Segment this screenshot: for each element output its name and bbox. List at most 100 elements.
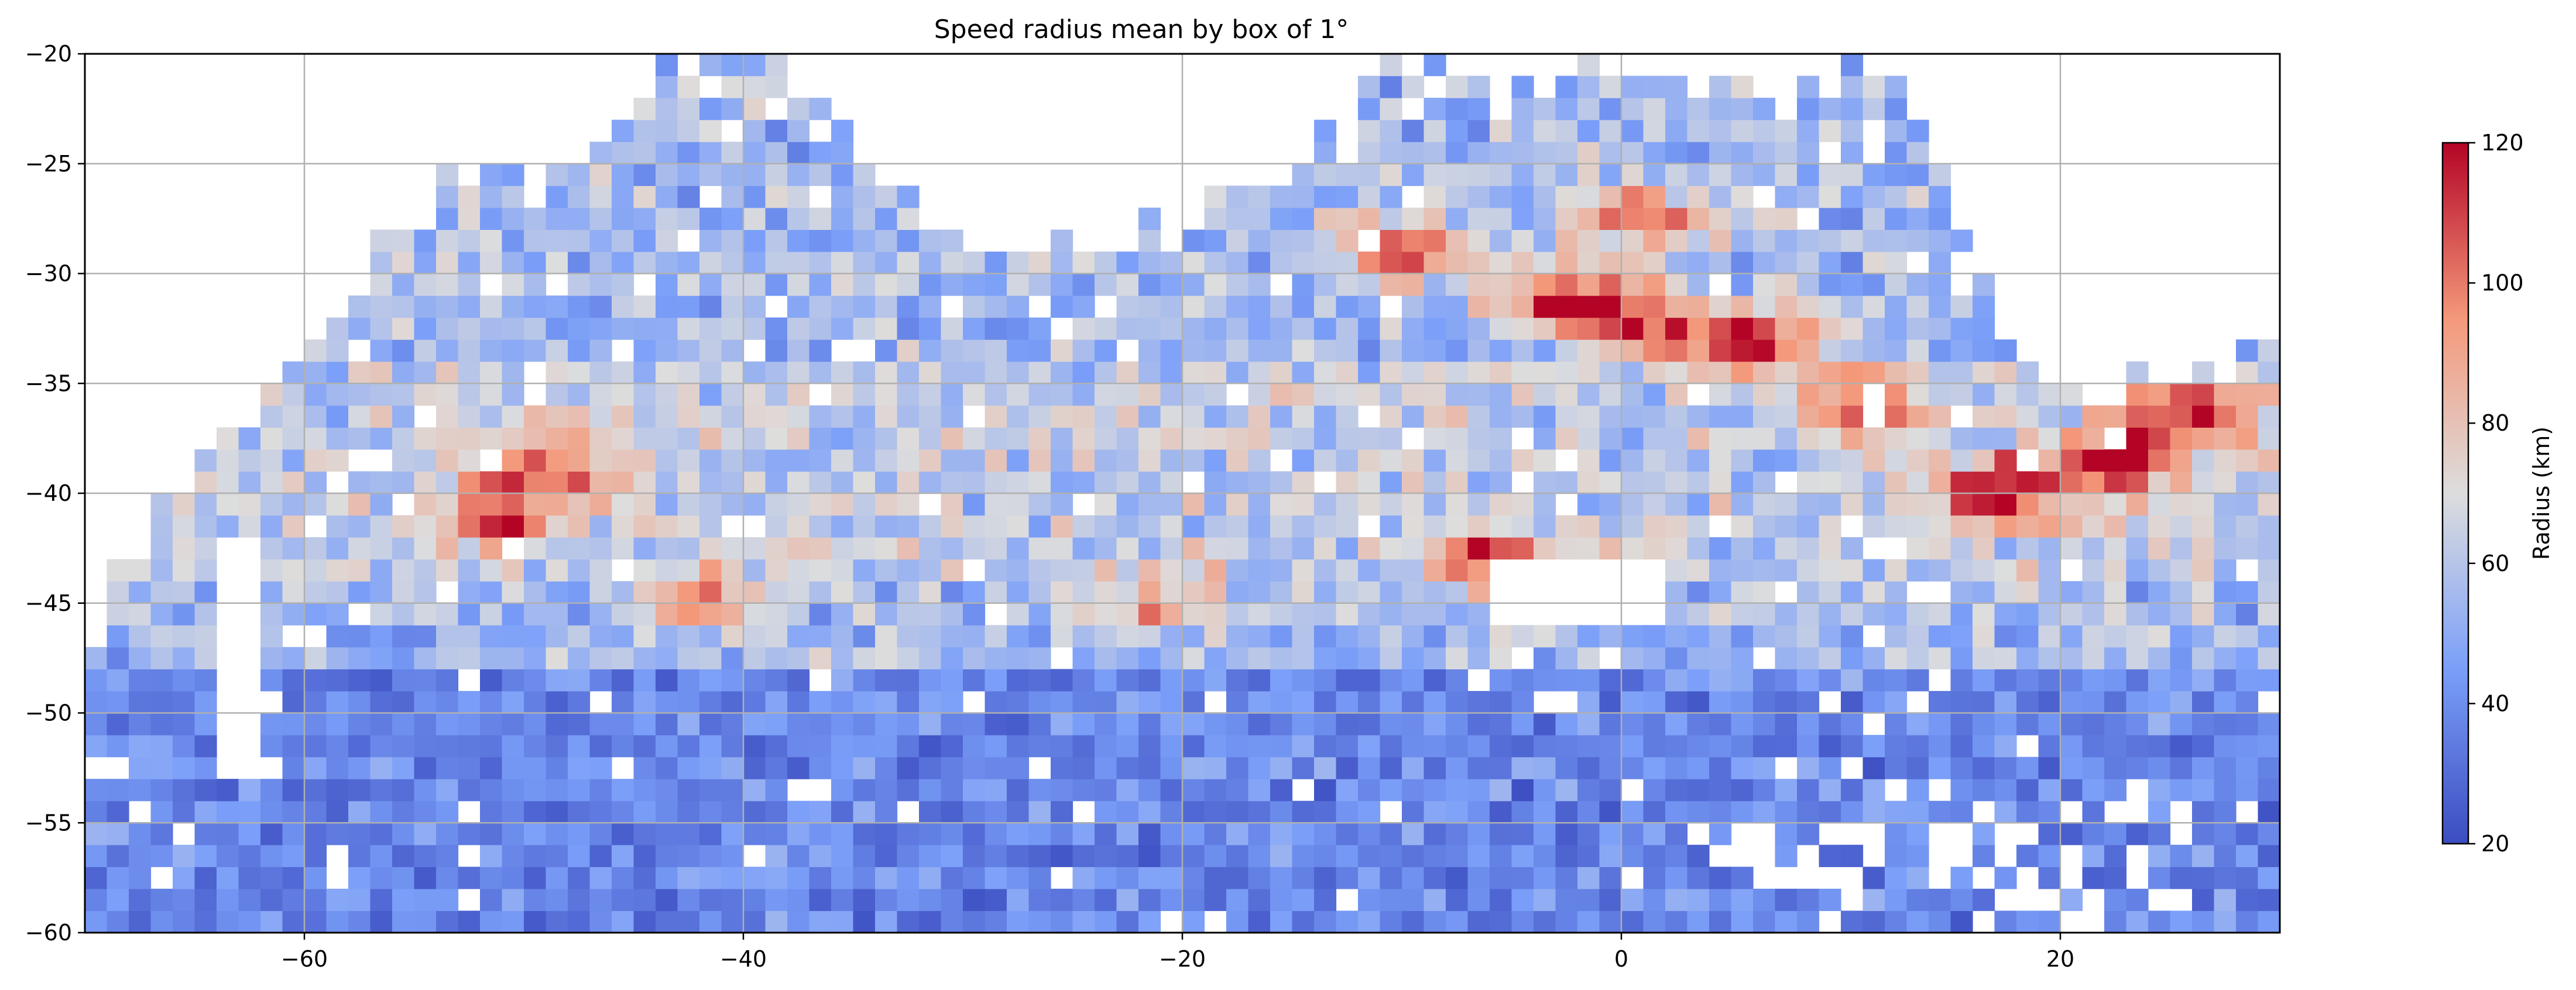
heatmap-cell	[721, 493, 744, 516]
heatmap-cell	[1182, 647, 1205, 669]
heatmap-cell	[1095, 735, 1117, 758]
heatmap-cell	[1621, 735, 1644, 758]
heatmap-cell	[568, 229, 591, 252]
heatmap-cell	[1358, 273, 1381, 296]
heatmap-cell	[1490, 844, 1512, 867]
heatmap-cell	[1819, 405, 1841, 428]
heatmap-cell	[1424, 888, 1446, 912]
heatmap-cell	[656, 317, 678, 340]
heatmap-cell	[699, 800, 722, 823]
heatmap-cell	[1775, 603, 1798, 625]
heatmap-cell	[721, 757, 744, 779]
heatmap-cell	[392, 603, 415, 625]
heatmap-cell	[941, 383, 963, 406]
heatmap-cell	[1665, 910, 1688, 933]
heatmap-cell	[1555, 119, 1578, 142]
heatmap-cell	[2016, 669, 2039, 692]
heatmap-cell	[2236, 690, 2259, 714]
heatmap-cell	[1138, 757, 1161, 779]
heatmap-cell	[1797, 800, 1820, 823]
heatmap-cell	[348, 888, 371, 912]
heatmap-cell	[2258, 493, 2280, 516]
heatmap-cell	[414, 515, 437, 538]
heatmap-cell	[1028, 361, 1051, 384]
heatmap-cell	[1292, 559, 1315, 582]
heatmap-cell	[743, 537, 766, 560]
heatmap-cell	[875, 361, 898, 384]
heatmap-cell	[897, 251, 920, 274]
heatmap-cell	[480, 690, 503, 714]
heatmap-cell	[326, 383, 349, 406]
heatmap-cell	[809, 207, 832, 230]
heatmap-cell	[941, 910, 963, 933]
heatmap-cell	[1007, 690, 1030, 714]
heatmap-cell	[853, 888, 876, 912]
heatmap-cell	[2214, 910, 2237, 933]
heatmap-cell	[2016, 800, 2039, 823]
colorbar-gradient	[2441, 142, 2469, 845]
heatmap-cell	[765, 427, 788, 450]
heatmap-cell	[1621, 844, 1644, 867]
heatmap-cell	[370, 844, 393, 867]
heatmap-cell	[1138, 273, 1161, 296]
heatmap-cell	[1095, 471, 1117, 494]
heatmap-cell	[1753, 361, 1776, 384]
heatmap-cell	[2038, 427, 2061, 450]
heatmap-cell	[1314, 383, 1337, 406]
heatmap-cell	[1490, 647, 1512, 669]
heatmap-cell	[524, 647, 547, 669]
heatmap-cell	[919, 317, 942, 340]
heatmap-cell	[1797, 690, 1820, 714]
heatmap-cell	[502, 493, 524, 516]
heatmap-cell	[1204, 361, 1227, 384]
heatmap-cell	[1643, 493, 1666, 516]
heatmap-cell	[633, 119, 656, 142]
heatmap-cell	[1402, 647, 1425, 669]
heatmap-cell	[392, 295, 415, 318]
heatmap-cell	[2214, 449, 2237, 472]
heatmap-cell	[392, 867, 415, 889]
heatmap-cell	[1687, 449, 1710, 472]
heatmap-cell	[1862, 427, 1885, 450]
heatmap-cell	[1775, 888, 1798, 912]
heatmap-cell	[1599, 163, 1622, 186]
heatmap-cell	[2060, 647, 2083, 669]
heatmap-cell	[765, 603, 788, 625]
heatmap-cell	[1292, 713, 1315, 735]
heatmap-cell	[656, 295, 678, 318]
heatmap-cell	[2258, 427, 2280, 450]
heatmap-cell	[787, 142, 810, 164]
heatmap-cell	[1665, 229, 1688, 252]
heatmap-cell	[1446, 75, 1469, 98]
heatmap-cell	[326, 669, 349, 692]
heatmap-cell	[612, 383, 634, 406]
heatmap-cell	[1577, 757, 1600, 779]
heatmap-cell	[941, 779, 963, 802]
heatmap-cell	[853, 581, 876, 604]
heatmap-cell	[1950, 735, 1973, 758]
heatmap-cell	[963, 251, 986, 274]
heatmap-cell	[633, 405, 656, 428]
heatmap-cell	[589, 229, 612, 252]
heatmap-cell	[85, 713, 108, 735]
heatmap-cell	[2104, 471, 2127, 494]
y-tick-label: −45	[25, 590, 72, 616]
heatmap-cell	[1687, 867, 1710, 889]
heatmap-cell	[1226, 405, 1249, 428]
heatmap-cell	[809, 757, 832, 779]
heatmap-cell	[1906, 669, 1929, 692]
heatmap-cell	[1116, 888, 1139, 912]
heatmap-cell	[612, 647, 634, 669]
heatmap-cell	[1402, 669, 1425, 692]
heatmap-cell	[1028, 405, 1051, 428]
heatmap-cell	[1490, 823, 1512, 845]
heatmap-cell	[1665, 295, 1688, 318]
heatmap-cell	[1687, 427, 1710, 450]
heatmap-cell	[1051, 844, 1073, 867]
heatmap-cell	[1051, 779, 1073, 802]
heatmap-cell	[217, 493, 239, 516]
heatmap-cell	[1160, 779, 1183, 802]
heatmap-cell	[1358, 493, 1381, 516]
heatmap-cell	[1775, 405, 1798, 428]
heatmap-cell	[1577, 295, 1600, 318]
